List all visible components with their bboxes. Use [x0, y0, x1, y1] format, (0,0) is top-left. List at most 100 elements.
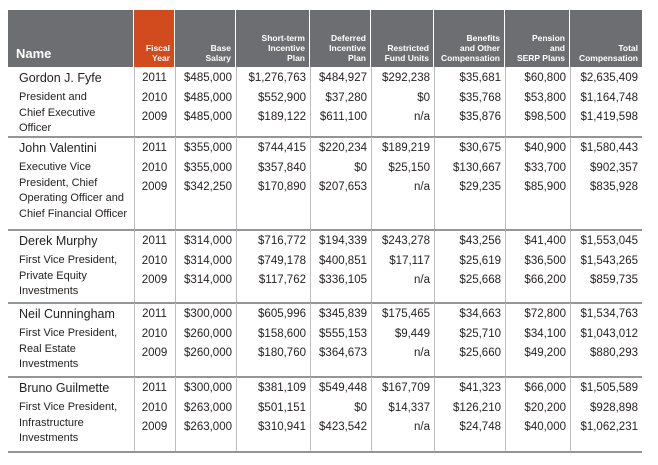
amount: $0: [354, 401, 367, 414]
column-rule: [134, 377, 135, 452]
amount: $1,505,589: [580, 382, 638, 394]
person-title: First Vice President,: [19, 327, 118, 339]
amount: $1,276,763: [248, 72, 306, 84]
header-text: Total: [618, 43, 638, 53]
amount: $126,210: [453, 401, 501, 414]
person-name: Derek Murphy: [19, 234, 98, 248]
amount: n/a: [414, 347, 430, 359]
amount: $43,256: [459, 235, 501, 247]
column-rule: [371, 67, 372, 137]
amount: $33,700: [524, 161, 566, 174]
amount: $35,768: [459, 91, 501, 104]
person-title: President, Chief: [19, 176, 98, 189]
fiscal-year: 2010: [141, 401, 168, 414]
header-text: Pension: [531, 33, 565, 43]
person-title: Chief Financial Officer: [19, 207, 128, 220]
amount: $357,840: [258, 161, 306, 174]
header-text: Restricted: [387, 43, 429, 53]
amount: $902,357: [590, 161, 638, 174]
amount: $41,400: [524, 235, 566, 247]
header-text: and: [549, 43, 565, 53]
amount: $1,419,598: [580, 111, 638, 123]
amount: $85,900: [524, 181, 566, 193]
amount: $41,323: [459, 382, 501, 394]
column-rule: [310, 303, 311, 377]
column-rule: [505, 230, 506, 303]
amount: $355,000: [184, 161, 232, 174]
column-rule: [175, 230, 176, 303]
column-rule: [134, 137, 135, 230]
amount: $17,117: [389, 254, 430, 267]
header-text: Deferred: [331, 33, 366, 43]
amount: $744,415: [258, 142, 306, 154]
amount: $36,500: [524, 254, 566, 267]
amount: $207,653: [319, 181, 367, 193]
amount: n/a: [414, 274, 430, 286]
amount: $364,673: [319, 347, 367, 359]
column-rule: [175, 303, 176, 377]
fiscal-year: 2009: [141, 111, 168, 123]
amount: $880,293: [590, 347, 638, 359]
person-title: Officer: [19, 122, 52, 134]
fiscal-year: 2011: [142, 72, 167, 84]
column-rule: [570, 377, 571, 452]
row-rule: [8, 376, 642, 378]
amount: $263,000: [184, 421, 232, 433]
amount: $14,337: [388, 401, 430, 414]
amount: $1,164,748: [580, 91, 638, 104]
person-title: Real Estate: [19, 342, 76, 355]
column-rule: [434, 67, 435, 137]
amount: $749,178: [258, 254, 306, 267]
column-rule: [570, 137, 571, 230]
amount: $928,898: [590, 401, 638, 414]
fiscal-year: 2009: [141, 347, 168, 359]
amount: $1,043,012: [580, 327, 638, 340]
column-rule: [134, 230, 135, 303]
amount: $400,851: [319, 254, 367, 267]
amount: $485,000: [184, 72, 232, 84]
column-rule: [505, 303, 506, 377]
amount: $1,534,763: [580, 308, 638, 320]
row-rule: [8, 136, 642, 138]
column-rule: [371, 303, 372, 377]
amount: n/a: [414, 181, 430, 193]
column-rule: [434, 137, 435, 230]
amount: $310,941: [258, 421, 306, 433]
column-rule: [371, 377, 372, 452]
amount: $1,062,231: [580, 421, 638, 433]
person-name: Bruno Guilmette: [19, 381, 110, 395]
amount: $72,800: [524, 308, 566, 320]
person-name: Neil Cunningham: [19, 307, 115, 321]
header-cell: Fiscal Year: [134, 10, 175, 67]
column-rule: [310, 230, 311, 303]
amount: $292,238: [382, 72, 430, 84]
amount: $98,500: [524, 111, 566, 123]
header-text: Salary: [205, 53, 231, 63]
amount: $605,996: [258, 308, 306, 320]
header-text: Compensation: [440, 53, 500, 63]
amount: $555,153: [319, 327, 367, 340]
column-rule: [371, 137, 372, 230]
amount: $0: [354, 161, 367, 174]
header-text: Name: [16, 46, 52, 61]
header-text: Plan: [287, 53, 305, 63]
column-rule: [134, 303, 135, 377]
header-text: Fiscal: [145, 43, 170, 53]
header-cell: Name: [8, 10, 134, 67]
amount: $355,000: [184, 142, 232, 154]
column-rule: [236, 377, 237, 452]
header-cell: Base Salary: [175, 10, 236, 67]
amount: n/a: [414, 421, 430, 433]
header-text: Incentive: [329, 43, 366, 53]
amount: $180,760: [258, 347, 306, 359]
amount: $66,200: [524, 274, 566, 286]
amount: $189,219: [382, 142, 430, 154]
amount: $167,709: [382, 382, 430, 394]
person-title: President and: [19, 91, 87, 103]
amount: $485,000: [184, 91, 232, 104]
header-text: Compensation: [578, 53, 638, 63]
person-title: Private Equity: [19, 269, 87, 282]
person-title: Investments: [19, 358, 79, 370]
header-cell: Restricted Fund Units: [371, 10, 434, 67]
